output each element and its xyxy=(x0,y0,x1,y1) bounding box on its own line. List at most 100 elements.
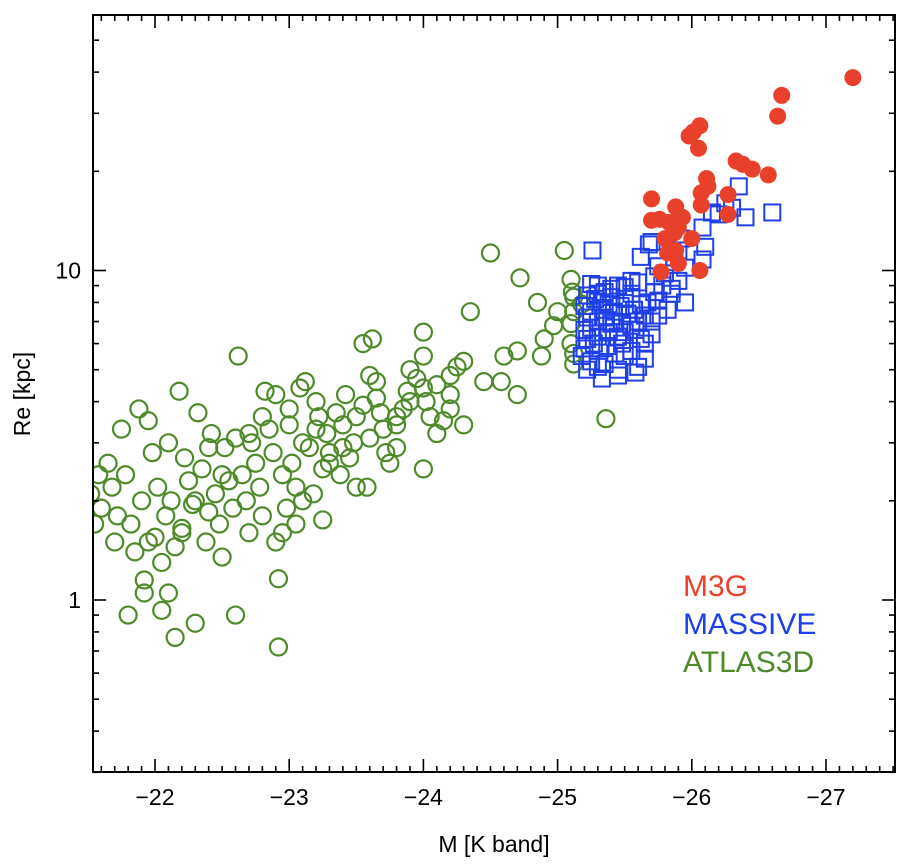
atlas3d-point-93 xyxy=(215,438,235,458)
atlas3d-point-91 xyxy=(223,498,243,518)
atlas3d-point-26 xyxy=(440,365,460,386)
atlas3d-point-148 xyxy=(454,415,474,435)
m3g-point-6 xyxy=(690,139,708,157)
atlas3d-point-81 xyxy=(255,381,275,401)
atlas3d-point-16 xyxy=(510,268,530,288)
atlas3d-point-52 xyxy=(353,333,373,354)
atlas3d-point-48 xyxy=(362,329,383,349)
atlas3d-point-153 xyxy=(172,523,192,543)
x-tick-label: −26 xyxy=(672,784,711,810)
atlas3d-point-51 xyxy=(353,395,373,415)
atlas3d-point-92 xyxy=(219,471,239,491)
m3g-point-16 xyxy=(692,196,710,214)
atlas3d-point-47 xyxy=(366,372,387,392)
massive-point-1 xyxy=(729,177,748,196)
atlas3d-point-42 xyxy=(380,453,400,473)
atlas3d-point-73 xyxy=(279,415,299,435)
atlas3d-point-34 xyxy=(413,322,433,342)
atlas3d-point-112 xyxy=(152,600,172,620)
atlas3d-point-0 xyxy=(596,409,616,429)
atlas3d-point-96 xyxy=(205,484,225,504)
atlas3d-point-105 xyxy=(174,448,195,468)
m3g-point-31 xyxy=(691,262,709,279)
atlas3d-point-40 xyxy=(386,415,407,435)
massive-point-62 xyxy=(588,357,607,376)
massive-point-85 xyxy=(631,329,650,348)
atlas3d-point-21 xyxy=(480,243,501,263)
massive-point-89 xyxy=(588,327,607,346)
atlas3d-point-154 xyxy=(138,532,158,552)
atlas3d-point-152 xyxy=(185,491,205,511)
m3g-point-28 xyxy=(659,244,677,262)
atlas3d-point-100 xyxy=(192,459,212,479)
atlas3d-point-14 xyxy=(531,346,552,366)
atlas3d-point-123 xyxy=(118,605,138,625)
atlas3d-point-134 xyxy=(158,583,179,603)
atlas3d-point-43 xyxy=(376,443,396,463)
atlas3d-point-24 xyxy=(454,351,474,371)
plot-frame xyxy=(92,14,896,773)
x-axis-label: M [K band] xyxy=(438,831,549,857)
atlas3d-point-129 xyxy=(98,453,118,473)
atlas3d-point-138 xyxy=(225,428,246,448)
massive-point-88 xyxy=(599,323,618,342)
m3g-point-30 xyxy=(652,263,670,281)
atlas3d-point-38 xyxy=(397,381,417,401)
atlas3d-point-158 xyxy=(272,523,293,543)
massive-point-86 xyxy=(583,241,602,260)
atlas3d-point-151 xyxy=(212,465,232,485)
atlas3d-point-98 xyxy=(199,502,219,522)
atlas3d-point-156 xyxy=(319,453,340,473)
atlas3d-point-90 xyxy=(225,605,246,625)
massive-point-22 xyxy=(615,278,634,297)
atlas3d-point-145 xyxy=(400,392,420,412)
massive-point-71 xyxy=(649,306,668,325)
atlas3d-point-11 xyxy=(547,302,568,322)
atlas3d-point-147 xyxy=(440,399,460,419)
m3g-point-21 xyxy=(643,211,661,229)
m3g-series xyxy=(643,69,862,281)
atlas3d-point-124 xyxy=(115,465,136,485)
massive-point-21 xyxy=(622,271,641,290)
atlas3d-point-126 xyxy=(107,506,128,526)
atlas3d-point-131 xyxy=(93,465,109,485)
atlas3d-point-19 xyxy=(494,346,514,366)
m3g-point-10 xyxy=(759,166,777,184)
atlas3d-point-13 xyxy=(534,329,554,349)
atlas3d-point-111 xyxy=(156,506,176,526)
massive-point-60 xyxy=(572,347,591,366)
legend-atlas3d: ATLAS3D xyxy=(683,646,814,679)
atlas3d-point-132 xyxy=(93,514,105,534)
atlas3d-series xyxy=(93,240,616,657)
atlas3d-point-70 xyxy=(286,514,306,534)
atlas3d-point-142 xyxy=(333,438,353,458)
atlas3d-point-27 xyxy=(440,385,460,405)
atlas3d-point-23 xyxy=(460,302,480,322)
atlas3d-point-114 xyxy=(148,477,168,497)
atlas3d-point-159 xyxy=(313,510,333,530)
atlas3d-point-72 xyxy=(282,453,302,473)
m3g-point-26 xyxy=(683,230,701,248)
atlas3d-point-130 xyxy=(93,498,111,518)
atlas3d-point-20 xyxy=(491,372,511,392)
atlas3d-point-17 xyxy=(507,341,527,361)
atlas3d-point-84 xyxy=(246,453,266,473)
massive-point-40 xyxy=(676,293,695,312)
atlas3d-point-101 xyxy=(188,403,208,423)
atlas3d-point-22 xyxy=(474,372,494,392)
massive-point-68 xyxy=(608,366,627,385)
m3g-point-29 xyxy=(669,255,687,273)
m3g-point-5 xyxy=(680,127,698,145)
atlas3d-point-139 xyxy=(239,423,259,444)
atlas3d-point-127 xyxy=(105,532,125,552)
atlas3d-point-95 xyxy=(209,514,230,534)
x-tick-label: −27 xyxy=(806,784,845,810)
massive-point-70 xyxy=(635,349,654,368)
y-tick-label: 1 xyxy=(68,587,81,613)
x-tick-label: −22 xyxy=(135,784,174,810)
atlas3d-point-113 xyxy=(152,552,172,573)
atlas3d-point-157 xyxy=(293,491,313,511)
m3g-point-13 xyxy=(692,184,710,202)
